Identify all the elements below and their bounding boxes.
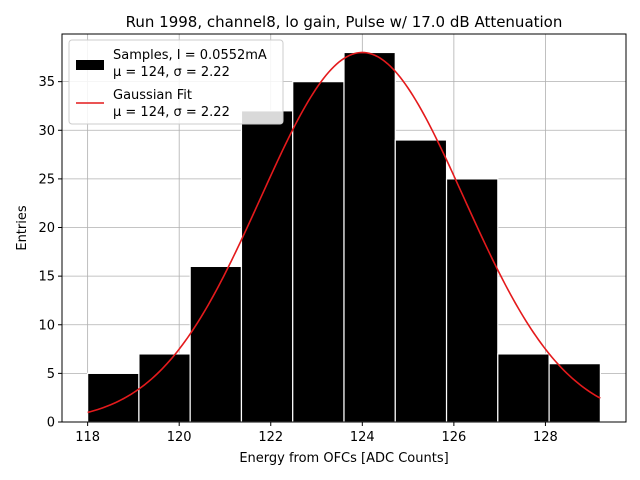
histogram-bar	[240, 110, 294, 423]
y-tick-label: 25	[38, 172, 55, 187]
x-axis-ticks: 118 120 122 124 126 128	[75, 422, 558, 445]
y-axis-label: Entries	[15, 205, 30, 251]
y-axis-ticks: 0 5 10 15 20 25 30 35	[38, 75, 62, 431]
histogram-bar	[497, 353, 550, 423]
legend-fit-stats: μ = 124, σ = 2.22	[113, 105, 230, 120]
y-tick-label: 0	[47, 416, 55, 431]
legend-samples-swatch	[76, 60, 104, 70]
gaussian-fit-line	[87, 51, 601, 414]
y-tick-label: 35	[38, 75, 55, 90]
histogram-bar	[394, 139, 448, 423]
y-tick-label: 15	[38, 270, 55, 285]
x-tick-label: 118	[75, 430, 100, 445]
x-axis-label: Energy from OFCs [ADC Counts]	[239, 451, 448, 466]
y-tick-label: 5	[47, 367, 55, 382]
legend-samples-label: Samples, I = 0.0552mA	[113, 48, 267, 63]
x-tick-label: 122	[258, 430, 283, 445]
histogram-bars	[87, 51, 601, 423]
legend-fit-label: Gaussian Fit	[113, 88, 192, 103]
histogram-bar	[445, 178, 499, 423]
histogram-bar	[292, 81, 345, 423]
histogram-bar	[343, 51, 396, 423]
legend-samples-stats: μ = 124, σ = 2.22	[113, 65, 230, 80]
histogram-bar	[138, 353, 191, 423]
x-tick-label: 124	[350, 430, 375, 445]
histogram-bar	[87, 372, 140, 423]
y-tick-label: 10	[38, 318, 55, 333]
legend-box	[68, 39, 284, 125]
chart-title: Run 1998, channel8, lo gain, Pulse w/ 17…	[126, 13, 563, 31]
y-tick-label: 20	[38, 221, 55, 236]
x-tick-label: 126	[441, 430, 466, 445]
x-tick-label: 128	[533, 430, 558, 445]
y-tick-label: 30	[38, 124, 55, 139]
x-tick-label: 120	[167, 430, 192, 445]
legend: Samples, I = 0.0552mA μ = 124, σ = 2.22 …	[68, 39, 284, 125]
